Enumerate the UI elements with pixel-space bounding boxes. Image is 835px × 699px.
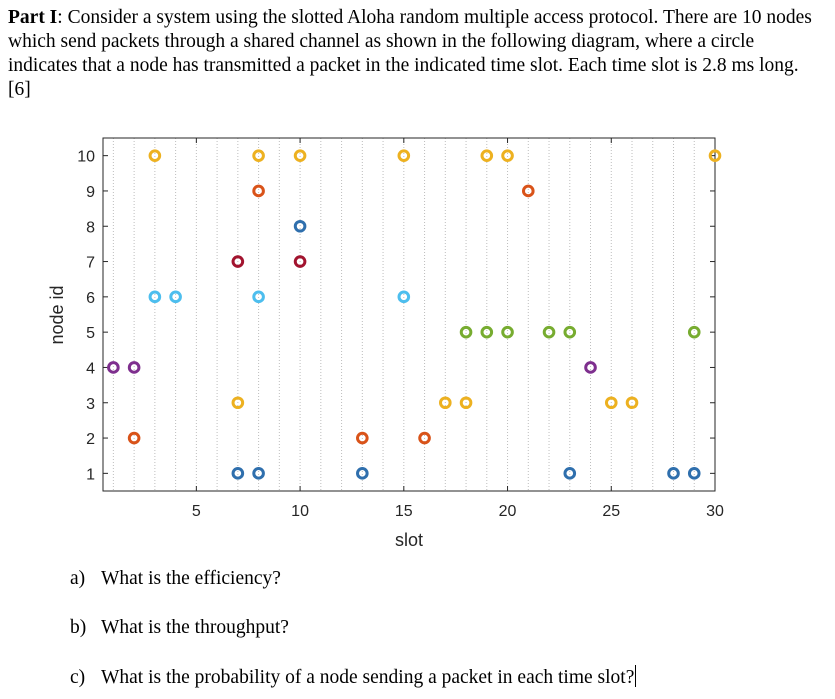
- data-points: [107, 149, 722, 480]
- point-node-6-slot-4: [169, 290, 182, 304]
- point-node-8-slot-10: [293, 219, 307, 233]
- part-label: Part I: [8, 7, 58, 28]
- point-node-10-slot-30: [708, 149, 722, 162]
- point-node-5-slot-22: [542, 325, 556, 339]
- point-node-2-slot-13: [356, 431, 369, 445]
- y-axis-title: node id: [47, 285, 67, 344]
- question-c-label: c): [70, 667, 86, 688]
- point-node-2-slot-16: [418, 431, 431, 445]
- plot-frame: [102, 137, 716, 492]
- point-node-9-slot-8: [252, 184, 265, 198]
- y-tick-label-10: 10: [77, 149, 95, 166]
- x-tick-label-15: 15: [395, 503, 413, 520]
- point-node-5-slot-29: [687, 325, 701, 339]
- point-node-4-slot-2: [127, 361, 141, 374]
- point-node-10-slot-3: [148, 149, 162, 162]
- point-node-10-slot-15: [397, 149, 411, 162]
- y-tick-label-4: 4: [86, 360, 95, 377]
- point-node-3-slot-17: [439, 396, 452, 410]
- x-tick-label-25: 25: [602, 503, 620, 520]
- question-a: a) What is the efficiency?: [70, 568, 281, 590]
- y-tick-label-9: 9: [86, 184, 95, 201]
- point-node-5-slot-23: [563, 325, 577, 339]
- x-tick-label-30: 30: [706, 503, 724, 520]
- axis-ticks: 5 10 15 20 25 30 1 2 3 4 5 6 7 8 9 10: [77, 138, 724, 520]
- question-a-label: a): [70, 568, 86, 589]
- x-tick-label-20: 20: [499, 503, 517, 520]
- grid-lines: [112, 138, 716, 491]
- point-node-9-slot-21: [521, 184, 535, 198]
- question-b-text: What is the throughput?: [101, 617, 289, 638]
- point-node-6-slot-8: [252, 290, 265, 304]
- point-node-10-slot-10: [293, 149, 307, 162]
- point-node-1-slot-13: [356, 467, 369, 480]
- question-b: b) What is the throughput?: [70, 617, 289, 639]
- point-node-10-slot-8: [252, 149, 265, 162]
- point-node-4-slot-24: [584, 361, 597, 374]
- point-node-1-slot-23: [563, 467, 577, 480]
- y-tick-label-1: 1: [86, 466, 95, 483]
- problem-statement: Part I: Consider a system using the slot…: [8, 6, 823, 102]
- point-node-6-slot-15: [397, 290, 411, 304]
- question-a-text: What is the efficiency?: [101, 568, 281, 589]
- problem-intro: : Consider a system using the slotted Al…: [8, 7, 812, 100]
- y-tick-label-7: 7: [86, 255, 95, 272]
- point-node-1-slot-29: [687, 467, 701, 480]
- point-node-1-slot-28: [667, 467, 680, 480]
- text-cursor: [635, 665, 637, 687]
- point-node-3-slot-26: [625, 396, 639, 410]
- point-node-1-slot-8: [252, 467, 265, 480]
- point-node-10-slot-19: [480, 149, 494, 162]
- x-tick-label-5: 5: [192, 503, 201, 520]
- point-node-1-slot-7: [231, 467, 245, 480]
- question-c-text: What is the probability of a node sendin…: [101, 667, 635, 688]
- slot-scatter-chart: 5 10 15 20 25 30 1 2 3 4 5 6 7 8 9 10 slot node id: [47, 137, 724, 550]
- point-node-2-slot-2: [127, 431, 141, 445]
- y-tick-label-2: 2: [86, 431, 95, 448]
- point-node-3-slot-18: [459, 396, 473, 410]
- point-node-4-slot-1: [107, 361, 120, 374]
- point-node-7-slot-10: [293, 255, 307, 268]
- point-node-3-slot-7: [231, 396, 245, 410]
- point-node-7-slot-7: [231, 255, 245, 268]
- question-c: c) What is the probability of a node send…: [70, 665, 637, 689]
- point-node-5-slot-19: [480, 325, 494, 339]
- y-tick-label-5: 5: [86, 325, 95, 342]
- x-tick-label-10: 10: [291, 503, 309, 520]
- x-axis-title: slot: [395, 530, 423, 550]
- y-tick-label-3: 3: [86, 396, 95, 413]
- point-node-3-slot-25: [604, 396, 618, 410]
- question-b-label: b): [70, 617, 87, 638]
- y-tick-label-6: 6: [86, 290, 95, 307]
- point-node-5-slot-18: [459, 325, 473, 339]
- point-node-10-slot-20: [501, 149, 514, 162]
- y-tick-label-8: 8: [86, 219, 95, 236]
- point-node-5-slot-20: [501, 325, 514, 339]
- point-node-6-slot-3: [148, 290, 162, 304]
